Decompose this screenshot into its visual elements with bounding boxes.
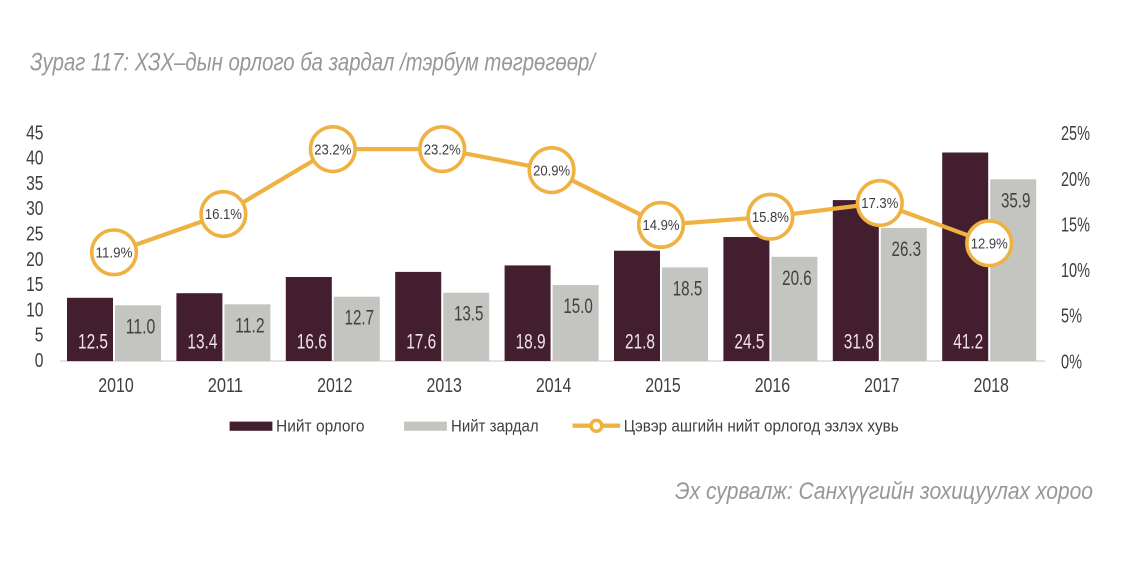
svg-text:13.5: 13.5	[454, 303, 484, 326]
svg-text:Нийт орлого: Нийт орлого	[276, 417, 365, 436]
svg-text:2017: 2017	[864, 375, 899, 397]
svg-text:17.3%: 17.3%	[861, 196, 898, 212]
svg-text:20: 20	[26, 249, 43, 271]
svg-text:26.3: 26.3	[892, 238, 922, 261]
svg-text:15.8%: 15.8%	[752, 210, 789, 226]
svg-text:20%: 20%	[1061, 169, 1090, 191]
svg-text:12.7: 12.7	[345, 307, 375, 330]
svg-text:14.9%: 14.9%	[643, 218, 680, 234]
svg-text:12.5: 12.5	[78, 331, 108, 354]
svg-text:15.0: 15.0	[563, 295, 593, 318]
svg-text:31.8: 31.8	[844, 331, 874, 354]
svg-text:15%: 15%	[1061, 214, 1090, 236]
svg-text:21.8: 21.8	[625, 331, 655, 354]
svg-text:40: 40	[26, 148, 43, 170]
svg-text:35: 35	[26, 173, 43, 195]
svg-text:35.9: 35.9	[1001, 189, 1031, 212]
svg-text:17.6: 17.6	[406, 331, 436, 354]
svg-text:16.1%: 16.1%	[205, 207, 242, 223]
svg-text:16.6: 16.6	[297, 331, 327, 354]
svg-text:2018: 2018	[974, 375, 1009, 397]
svg-text:15: 15	[26, 274, 43, 296]
svg-text:11.0: 11.0	[126, 315, 156, 338]
svg-text:10%: 10%	[1061, 260, 1090, 282]
svg-text:23.2%: 23.2%	[314, 142, 351, 158]
svg-text:2013: 2013	[427, 375, 462, 397]
svg-text:5: 5	[35, 325, 44, 347]
svg-text:13.4: 13.4	[187, 331, 217, 354]
svg-text:23.2%: 23.2%	[424, 142, 461, 158]
svg-text:10: 10	[26, 299, 43, 321]
svg-text:0%: 0%	[1061, 351, 1082, 373]
svg-text:20.6: 20.6	[782, 267, 812, 290]
svg-text:Нийт зардал: Нийт зардал	[451, 417, 539, 436]
svg-text:2010: 2010	[98, 375, 133, 397]
svg-text:24.5: 24.5	[734, 331, 764, 354]
svg-text:2011: 2011	[208, 375, 243, 397]
svg-text:2014: 2014	[536, 375, 571, 397]
svg-text:2015: 2015	[645, 375, 680, 397]
svg-text:5%: 5%	[1061, 306, 1082, 328]
svg-text:2012: 2012	[317, 375, 352, 397]
svg-text:25: 25	[26, 224, 43, 246]
svg-text:Цэвэр ашгийн нийт орлогод эзлэ: Цэвэр ашгийн нийт орлогод эзлэх хувь	[624, 417, 899, 436]
svg-text:Эх сурвалж: Санхүүгийн зохицуу: Эх сурвалж: Санхүүгийн зохицуулах хороо	[675, 478, 1093, 505]
svg-text:Зураг 117: ХЗХ–дын орлого ба з: Зураг 117: ХЗХ–дын орлого ба зардал /тэр…	[30, 49, 597, 76]
svg-text:41.2: 41.2	[953, 331, 983, 354]
svg-text:0: 0	[35, 350, 44, 372]
svg-text:45: 45	[26, 122, 43, 144]
svg-text:12.9%: 12.9%	[971, 236, 1008, 252]
svg-text:18.9: 18.9	[516, 331, 546, 354]
svg-text:18.5: 18.5	[673, 277, 703, 300]
svg-text:25%: 25%	[1061, 123, 1090, 145]
svg-text:2016: 2016	[755, 375, 790, 397]
svg-text:11.2: 11.2	[235, 314, 265, 337]
svg-text:30: 30	[26, 198, 43, 220]
svg-text:11.9%: 11.9%	[96, 246, 133, 262]
svg-text:20.9%: 20.9%	[533, 163, 570, 179]
